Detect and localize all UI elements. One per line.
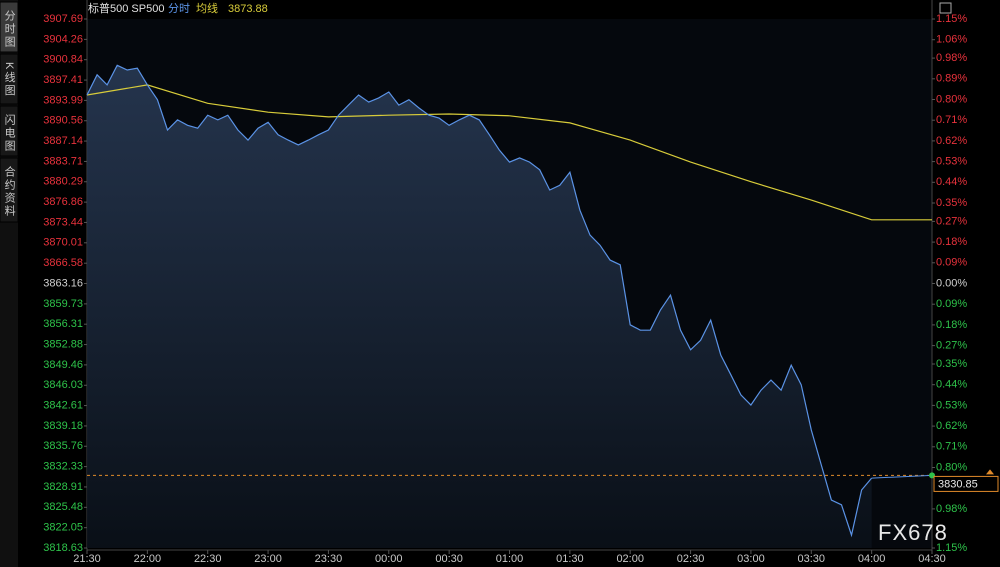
x-tick-label: 00:30 bbox=[435, 553, 463, 565]
x-tick-label: 23:30 bbox=[315, 553, 343, 565]
series-line bbox=[86, 64, 873, 538]
y-tick-label: 3856.31 bbox=[43, 318, 83, 330]
y-tick-label: 3822.05 bbox=[43, 522, 83, 534]
y2-tick-label: 0.98% bbox=[936, 503, 967, 515]
y2-tick-label: 0.27% bbox=[936, 340, 967, 352]
y-tick-label: 3849.46 bbox=[43, 359, 83, 371]
x-tick-label: 01:30 bbox=[556, 553, 584, 565]
y2-tick-label: 0.44% bbox=[936, 379, 967, 391]
tab-label[interactable]: K线图 bbox=[3, 62, 16, 97]
y2-tick-label: 0.00% bbox=[936, 277, 967, 289]
last-price-flat bbox=[871, 474, 933, 479]
y2-tick-label: 0.35% bbox=[936, 358, 967, 370]
tab-bg[interactable] bbox=[0, 157, 19, 223]
y-tick-label: 3907.69 bbox=[43, 13, 83, 25]
x-tick-label: 23:00 bbox=[254, 553, 282, 565]
tab-label[interactable]: 分时图 bbox=[3, 10, 16, 49]
x-tick-label: 22:30 bbox=[194, 553, 222, 565]
tab-label[interactable]: 合约资料 bbox=[3, 165, 16, 218]
y2-tick-label: 1.15% bbox=[936, 13, 967, 25]
y2-tick-label: 1.06% bbox=[936, 34, 967, 46]
y-tick-label: 3825.48 bbox=[43, 501, 83, 513]
y-tick-label: 3883.71 bbox=[43, 155, 83, 167]
price-area bbox=[87, 65, 872, 548]
y2-tick-label: 0.44% bbox=[936, 176, 967, 188]
y2-tick-label: 0.09% bbox=[936, 257, 967, 269]
x-tick-label: 02:30 bbox=[677, 553, 705, 565]
y-tick-label: 3818.63 bbox=[43, 542, 83, 554]
x-tick-label: 04:30 bbox=[918, 553, 946, 565]
legend-value: 3873.88 bbox=[228, 3, 268, 15]
y-tick-label: 3828.91 bbox=[43, 481, 83, 493]
y-tick-label: 3852.88 bbox=[43, 338, 83, 350]
y-tick-label: 3893.99 bbox=[43, 94, 83, 106]
watermark: FX678 bbox=[878, 520, 948, 545]
last-price-arrow bbox=[986, 469, 994, 475]
y2-tick-label: 0.18% bbox=[936, 319, 967, 331]
legend-entry: 均线 bbox=[196, 1, 218, 15]
x-tick-label: 03:00 bbox=[737, 553, 765, 565]
y2-tick-label: 0.71% bbox=[936, 441, 967, 453]
y2-tick-label: 0.18% bbox=[936, 236, 967, 248]
legend-entry: 分时 bbox=[168, 2, 190, 15]
y2-tick-label: 0.80% bbox=[936, 461, 967, 473]
tab-bg[interactable] bbox=[0, 105, 19, 157]
y-tick-label: 3900.84 bbox=[43, 54, 83, 66]
series-line bbox=[86, 84, 932, 221]
y-tick-label: 3870.01 bbox=[43, 237, 83, 249]
tab-bg[interactable] bbox=[0, 1, 19, 53]
y2-tick-label: 0.53% bbox=[936, 399, 967, 411]
x-tick-label: 00:00 bbox=[375, 553, 403, 565]
y-tick-label: 3842.61 bbox=[43, 399, 83, 411]
y2-tick-label: 0.27% bbox=[936, 215, 967, 227]
y2-tick-label: 0.53% bbox=[936, 156, 967, 168]
tab-label[interactable]: 闪电图 bbox=[3, 113, 16, 153]
y2-tick-label: 0.62% bbox=[936, 420, 967, 432]
y-tick-label: 3890.56 bbox=[43, 115, 83, 127]
y-tick-label: 3904.26 bbox=[43, 33, 83, 45]
y2-tick-label: 0.71% bbox=[936, 114, 967, 126]
y-tick-label: 3832.33 bbox=[43, 461, 83, 473]
y-tick-label: 3897.41 bbox=[43, 74, 83, 86]
x-tick-label: 04:00 bbox=[858, 553, 886, 565]
x-tick-label: 03:30 bbox=[798, 553, 826, 565]
y-tick-label: 3859.73 bbox=[43, 298, 83, 310]
chart-title: 标普500 SP500 bbox=[88, 1, 164, 15]
x-tick-label: 02:00 bbox=[616, 553, 644, 565]
y-tick-label: 3863.16 bbox=[43, 277, 83, 289]
y-tick-label: 3835.76 bbox=[43, 440, 83, 452]
y2-tick-label: 0.80% bbox=[936, 93, 967, 105]
y2-tick-label: 0.09% bbox=[936, 298, 967, 310]
y2-tick-label: 0.98% bbox=[936, 52, 967, 64]
x-tick-label: 21:30 bbox=[73, 553, 101, 565]
last-price-box bbox=[933, 475, 999, 492]
y2-tick-label: 0.62% bbox=[936, 135, 967, 147]
y-tick-label: 3839.18 bbox=[43, 420, 83, 432]
y-tick-label: 3846.03 bbox=[43, 379, 83, 391]
y2-tick-label: 1.15% bbox=[936, 542, 967, 554]
y-tick-label: 3880.29 bbox=[43, 176, 83, 188]
tab-bg[interactable] bbox=[0, 53, 19, 105]
y-tick-label: 3873.44 bbox=[43, 216, 83, 228]
y-tick-label: 3876.86 bbox=[43, 196, 83, 208]
x-tick-label: 01:00 bbox=[496, 553, 524, 565]
x-tick-label: 22:00 bbox=[134, 553, 162, 565]
y-tick-label: 3887.14 bbox=[43, 135, 83, 147]
settings-icon[interactable] bbox=[939, 2, 952, 14]
last-price-label: 3830.85 bbox=[938, 478, 978, 490]
y-tick-label: 3866.58 bbox=[43, 257, 83, 269]
y2-tick-label: 0.89% bbox=[936, 73, 967, 85]
y2-tick-label: 0.35% bbox=[936, 197, 967, 209]
